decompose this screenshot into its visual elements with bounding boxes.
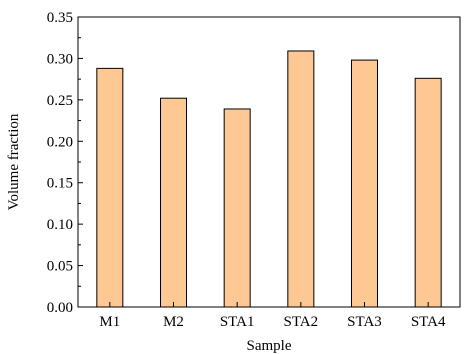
plot-frame: [77, 16, 461, 308]
x-tick-label: STA1: [220, 314, 255, 330]
y-tick-label: 0.00: [47, 300, 73, 316]
x-tick-label: STA2: [284, 314, 319, 330]
y-tick-label: 0.15: [47, 176, 73, 192]
y-tick-label: 0.05: [47, 259, 73, 275]
x-axis-label: Sample: [247, 338, 292, 354]
x-tick-label: STA4: [411, 314, 446, 330]
x-tick-label: M2: [163, 314, 184, 330]
y-tick-label: 0.20: [47, 134, 73, 150]
bars-group: [96, 50, 442, 308]
y-tick-label: 0.35: [47, 10, 73, 26]
x-axis-ticks: M1 M2 STA1 STA2 STA3 STA4: [99, 302, 446, 330]
bar-m1: [96, 67, 124, 308]
bar-sta4: [414, 77, 442, 308]
bar-sta2: [287, 50, 315, 308]
y-axis-ticks: 0.00 0.05 0.10 0.15 0.20 0.25 0.30 0.35: [47, 10, 83, 316]
y-axis-label: Volume fraction: [6, 113, 22, 210]
x-tick-label: STA3: [347, 314, 382, 330]
bar-sta1: [223, 108, 251, 308]
x-tick-label: M1: [99, 314, 120, 330]
y-tick-label: 0.10: [47, 217, 73, 233]
bar-sta3: [351, 59, 378, 308]
y-tick-label: 0.25: [47, 93, 73, 109]
y-tick-label: 0.30: [47, 51, 73, 67]
bar-m2: [160, 97, 187, 308]
